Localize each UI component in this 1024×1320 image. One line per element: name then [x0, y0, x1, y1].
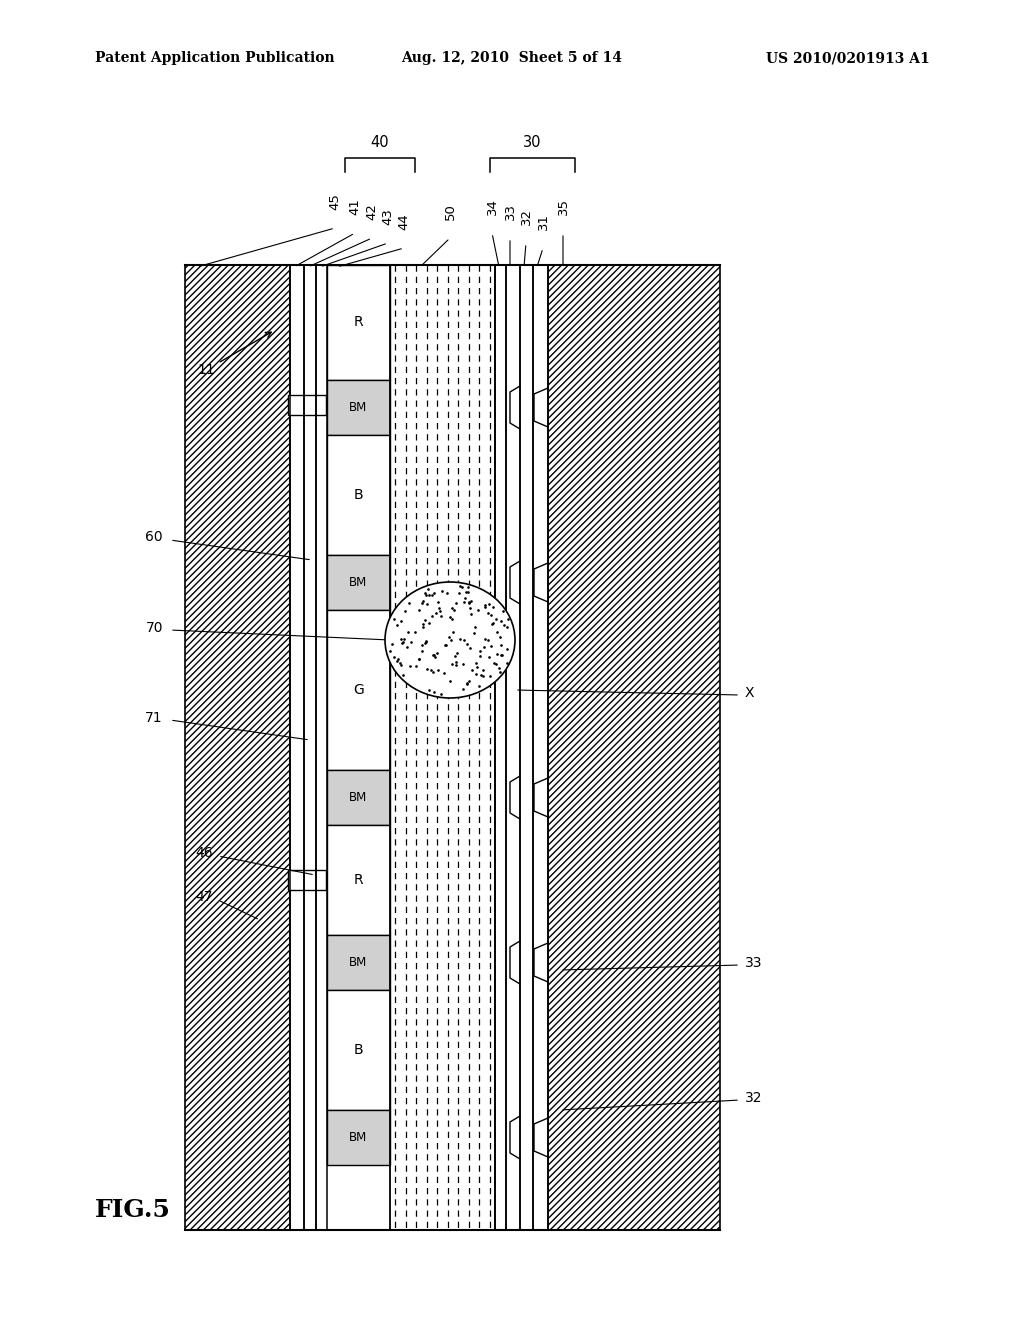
Polygon shape: [327, 610, 390, 770]
Text: 45: 45: [329, 193, 341, 210]
Polygon shape: [327, 265, 390, 380]
Polygon shape: [327, 1110, 390, 1166]
Text: R: R: [353, 873, 364, 887]
Polygon shape: [288, 870, 326, 890]
Text: 33: 33: [745, 956, 763, 970]
Text: 40: 40: [371, 135, 389, 150]
Text: 42: 42: [366, 203, 379, 220]
Text: 44: 44: [397, 214, 411, 230]
Text: B: B: [353, 488, 364, 502]
Text: 46: 46: [196, 846, 213, 861]
Text: 70: 70: [145, 620, 163, 635]
Text: 71: 71: [145, 711, 163, 725]
Ellipse shape: [385, 582, 515, 698]
Text: 33: 33: [504, 203, 516, 220]
Text: 11: 11: [198, 333, 271, 378]
Polygon shape: [327, 554, 390, 610]
Text: BM: BM: [349, 956, 368, 969]
Text: 41: 41: [348, 198, 361, 215]
Polygon shape: [327, 436, 390, 554]
Polygon shape: [185, 265, 290, 1230]
Text: 32: 32: [519, 209, 532, 224]
Polygon shape: [327, 770, 390, 825]
Text: BM: BM: [349, 1131, 368, 1144]
Polygon shape: [327, 825, 390, 935]
Text: 31: 31: [537, 213, 550, 230]
Polygon shape: [548, 265, 720, 1230]
Text: Aug. 12, 2010  Sheet 5 of 14: Aug. 12, 2010 Sheet 5 of 14: [401, 51, 623, 65]
Text: Patent Application Publication: Patent Application Publication: [95, 51, 335, 65]
Text: FIG.5: FIG.5: [95, 1199, 171, 1222]
Polygon shape: [327, 935, 390, 990]
Text: 35: 35: [556, 198, 569, 215]
Text: X: X: [745, 686, 755, 700]
Text: 60: 60: [145, 531, 163, 544]
Text: B: B: [353, 1043, 364, 1057]
Text: R: R: [353, 315, 364, 330]
Text: 47: 47: [196, 890, 213, 904]
Text: US 2010/0201913 A1: US 2010/0201913 A1: [766, 51, 930, 65]
Polygon shape: [327, 380, 390, 436]
Text: BM: BM: [349, 576, 368, 589]
Text: 32: 32: [745, 1092, 763, 1105]
Text: BM: BM: [349, 401, 368, 414]
Text: G: G: [353, 682, 364, 697]
Text: 50: 50: [443, 203, 457, 220]
Polygon shape: [288, 395, 326, 414]
Polygon shape: [327, 990, 390, 1110]
Text: BM: BM: [349, 791, 368, 804]
Text: 30: 30: [523, 135, 542, 150]
Text: 34: 34: [485, 198, 499, 215]
Text: 43: 43: [382, 209, 394, 224]
